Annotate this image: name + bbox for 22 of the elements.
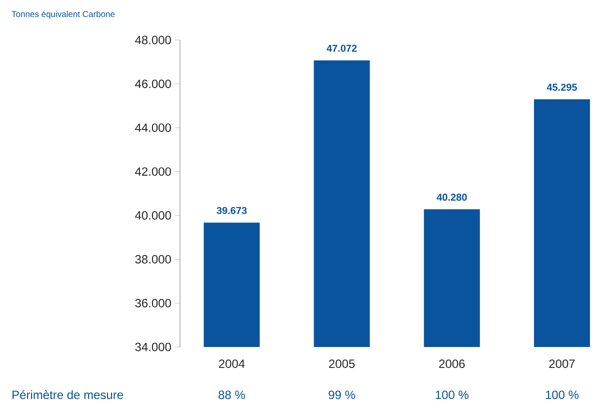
- data-label: 47.072: [326, 44, 357, 52]
- x-tick-label: 2006: [439, 360, 465, 368]
- data-label: 39.673: [216, 206, 247, 214]
- y-tick-label: 42.000: [135, 167, 171, 176]
- text: Périmètre de mesure: [12, 390, 124, 400]
- y-tick-label: 46.000: [135, 80, 171, 88]
- y-tick-label: 48.000: [135, 36, 171, 44]
- text: 100 %: [546, 390, 579, 400]
- x-tick-label: 2007: [549, 360, 575, 368]
- text: 100 %: [436, 390, 468, 400]
- y-tick-label: 34.000: [135, 342, 171, 352]
- data-label: 40.280: [436, 194, 467, 201]
- text: 99 %: [328, 390, 356, 400]
- y-tick-label: 40.000: [135, 211, 171, 220]
- y-tick-label: 38.000: [135, 255, 171, 264]
- text: 88 %: [218, 390, 245, 400]
- y-tick-label: 44.000: [135, 123, 171, 132]
- y-axis-title: Tonnes équivalent Carbone: [12, 10, 115, 19]
- data-label: 45.295: [546, 84, 577, 91]
- y-tick-label: 36.000: [135, 298, 171, 308]
- x-tick-label: 2005: [329, 360, 355, 368]
- x-tick-label: 2004: [218, 360, 245, 368]
